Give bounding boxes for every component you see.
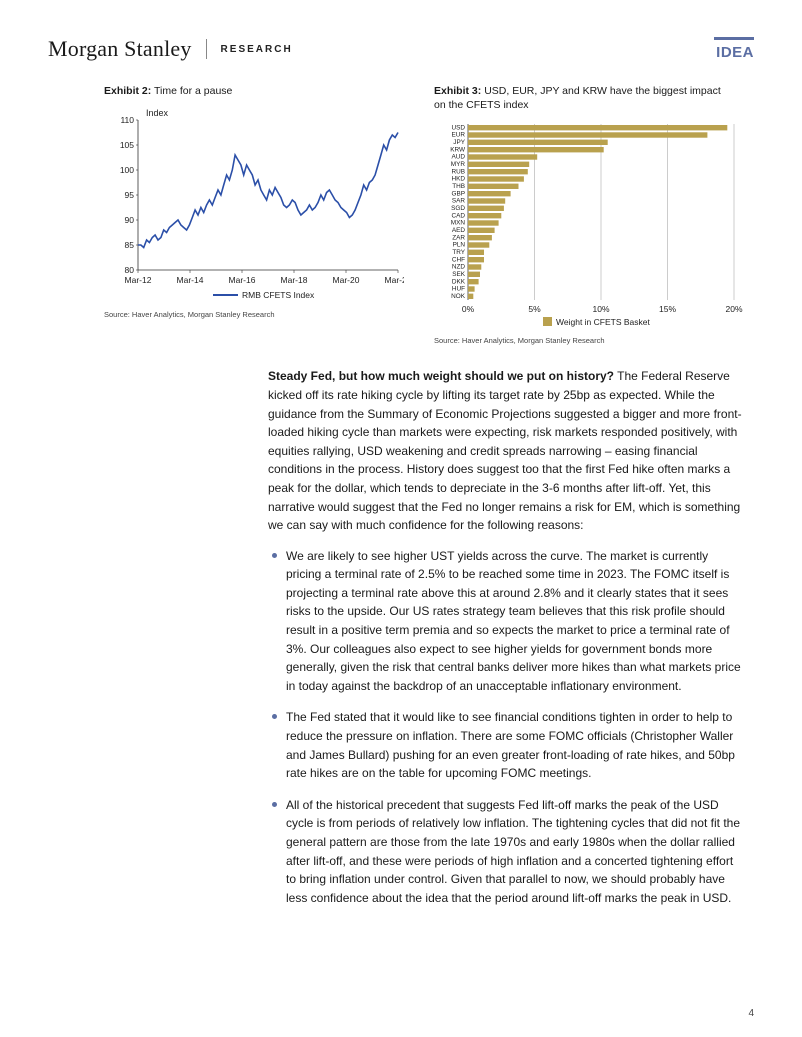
- svg-text:Mar-22: Mar-22: [385, 275, 404, 285]
- svg-text:105: 105: [120, 140, 134, 150]
- research-label: RESEARCH: [221, 44, 293, 55]
- svg-text:RUB: RUB: [452, 169, 466, 176]
- svg-text:EUR: EUR: [452, 132, 466, 139]
- svg-text:Index: Index: [146, 108, 169, 118]
- bar-chart: 0% 5% 10% 15% 20% USDEURJPYKRWAUDMYRRUBHKDTHB…: [434, 118, 744, 330]
- para1-text: The Federal Reserve kicked off its rate …: [268, 369, 742, 532]
- svg-text:KRW: KRW: [450, 147, 466, 154]
- body-text: Steady Fed, but how much weight should w…: [268, 367, 746, 907]
- idea-bar: [714, 37, 754, 40]
- svg-text:Mar-20: Mar-20: [333, 275, 360, 285]
- exhibit-2-title: Exhibit 2: Time for a pause: [104, 84, 404, 98]
- svg-text:JPY: JPY: [453, 139, 465, 146]
- svg-text:AED: AED: [452, 227, 466, 234]
- svg-text:10%: 10%: [592, 304, 609, 314]
- svg-text:Mar-16: Mar-16: [229, 275, 256, 285]
- lead-question: Steady Fed, but how much weight should w…: [268, 369, 614, 383]
- idea-text: IDEA: [714, 44, 754, 61]
- svg-text:PLN: PLN: [453, 242, 466, 249]
- svg-text:20%: 20%: [725, 304, 742, 314]
- brand-block: Morgan Stanley RESEARCH: [48, 36, 293, 62]
- svg-text:Weight in CFETS Basket: Weight in CFETS Basket: [556, 317, 650, 327]
- svg-text:95: 95: [125, 190, 135, 200]
- svg-text:100: 100: [120, 165, 134, 175]
- svg-text:0%: 0%: [462, 304, 475, 314]
- svg-text:GBP: GBP: [452, 191, 466, 198]
- exhibit-2-source: Source: Haver Analytics, Morgan Stanley …: [104, 310, 404, 319]
- svg-text:AUD: AUD: [452, 154, 466, 161]
- svg-text:USD: USD: [452, 125, 466, 132]
- bullet-list: We are likely to see higher UST yields a…: [268, 547, 746, 908]
- exhibit-3-title: Exhibit 3: USD, EUR, JPY and KRW have th…: [434, 84, 734, 112]
- svg-text:SEK: SEK: [452, 271, 466, 278]
- svg-text:5%: 5%: [528, 304, 541, 314]
- svg-text:Mar-14: Mar-14: [177, 275, 204, 285]
- line-chart: Index 80 85 90 95 100 105 110 Mar-12 Mar-14 Mar-16…: [104, 104, 404, 304]
- exhibit-2: Exhibit 2: Time for a pause Index 80 85 90 9…: [104, 84, 404, 345]
- brand-divider: [206, 39, 207, 59]
- page-header: Morgan Stanley RESEARCH IDEA: [48, 36, 754, 62]
- page: Morgan Stanley RESEARCH IDEA Exhibit 2: …: [0, 0, 802, 950]
- svg-text:THB: THB: [452, 183, 465, 190]
- svg-text:NZD: NZD: [452, 264, 466, 271]
- svg-text:HUF: HUF: [452, 286, 465, 293]
- bullet-item: We are likely to see higher UST yields a…: [268, 547, 746, 696]
- svg-text:MYR: MYR: [451, 161, 466, 168]
- bullet-item: All of the historical precedent that sug…: [268, 796, 746, 908]
- bullet-item: The Fed stated that it would like to see…: [268, 708, 746, 782]
- svg-text:15%: 15%: [659, 304, 676, 314]
- svg-text:90: 90: [125, 215, 135, 225]
- svg-text:CAD: CAD: [452, 213, 466, 220]
- svg-text:TRY: TRY: [452, 249, 465, 256]
- exhibit-3-source: Source: Haver Analytics, Morgan Stanley …: [434, 336, 744, 345]
- svg-text:NOK: NOK: [451, 293, 466, 300]
- svg-text:80: 80: [125, 265, 135, 275]
- svg-text:85: 85: [125, 240, 135, 250]
- charts-row: Exhibit 2: Time for a pause Index 80 85 90 9…: [104, 84, 754, 345]
- lead-paragraph: Steady Fed, but how much weight should w…: [268, 367, 746, 534]
- idea-badge: IDEA: [714, 37, 754, 61]
- svg-text:RMB CFETS Index: RMB CFETS Index: [242, 290, 315, 300]
- svg-text:ZAR: ZAR: [452, 235, 465, 242]
- svg-text:Mar-18: Mar-18: [281, 275, 308, 285]
- svg-text:SAR: SAR: [452, 198, 466, 205]
- svg-text:MXN: MXN: [451, 220, 466, 227]
- svg-text:CHF: CHF: [452, 257, 465, 264]
- page-number: 4: [748, 1008, 754, 1019]
- svg-text:Mar-12: Mar-12: [125, 275, 152, 285]
- brand-logo-text: Morgan Stanley: [48, 36, 192, 62]
- svg-text:SGD: SGD: [451, 205, 465, 212]
- exhibit-3: Exhibit 3: USD, EUR, JPY and KRW have th…: [434, 84, 744, 345]
- svg-text:110: 110: [120, 115, 134, 125]
- svg-text:HKD: HKD: [452, 176, 466, 183]
- svg-text:DKK: DKK: [452, 279, 466, 286]
